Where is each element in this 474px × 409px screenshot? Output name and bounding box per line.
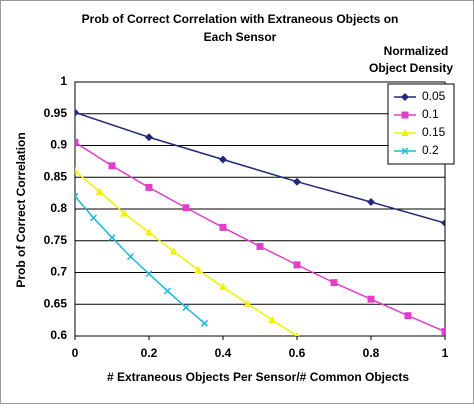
marker <box>169 247 178 255</box>
marker <box>367 295 375 303</box>
chart-title: Each Sensor <box>204 30 277 44</box>
legend-entry: 0.2 <box>394 143 439 157</box>
legend-label: 0.1 <box>422 107 439 121</box>
legend-title: Normalized <box>384 44 449 58</box>
marker <box>441 328 445 336</box>
marker <box>219 283 227 291</box>
marker <box>75 192 79 200</box>
legend-label: 0.15 <box>422 125 446 139</box>
series <box>75 138 445 336</box>
marker <box>219 155 227 164</box>
legend-marker <box>401 111 409 119</box>
marker <box>120 209 129 217</box>
line <box>75 111 445 224</box>
y-tick-label: 0.9 <box>50 138 67 152</box>
legend-entry: 0.1 <box>394 107 439 121</box>
marker <box>330 279 338 287</box>
marker <box>75 108 79 117</box>
series <box>75 192 209 327</box>
marker <box>163 287 172 295</box>
marker <box>145 133 153 142</box>
y-tick-label: 0.7 <box>50 265 67 279</box>
x-tick-label: 0.4 <box>215 346 232 360</box>
y-tick-label: 0.8 <box>50 201 67 215</box>
marker <box>294 332 300 336</box>
legend-entry: 0.05 <box>394 89 446 103</box>
marker <box>194 265 203 273</box>
marker <box>293 177 301 186</box>
x-tick-label: 0 <box>72 346 79 360</box>
marker <box>75 166 79 174</box>
marker <box>200 319 209 327</box>
x-tick-label: 0.2 <box>141 346 158 360</box>
marker <box>126 253 135 261</box>
marker <box>367 198 375 207</box>
legend-label: 0.05 <box>422 89 446 103</box>
legend-title: Object Density <box>369 61 453 75</box>
y-tick-label: 1 <box>60 74 67 88</box>
marker <box>268 316 277 324</box>
x-tick-label: 0.8 <box>363 346 380 360</box>
marker <box>182 303 190 311</box>
marker <box>95 187 104 195</box>
marker <box>145 228 153 236</box>
series <box>75 166 300 336</box>
marker <box>293 261 301 269</box>
legend-marker <box>401 93 409 101</box>
marker <box>75 138 79 146</box>
marker <box>441 218 445 227</box>
legend-marker <box>401 147 409 155</box>
legend-entry: 0.15 <box>394 125 446 139</box>
marker <box>243 299 252 307</box>
series <box>75 108 445 227</box>
y-tick-label: 0.95 <box>44 106 68 120</box>
marker <box>108 162 116 170</box>
marker <box>89 214 98 222</box>
y-tick-label: 0.75 <box>44 233 68 247</box>
y-tick-label: 0.85 <box>44 169 68 183</box>
x-tick-label: 0.6 <box>289 346 306 360</box>
y-axis-label: Prob of Correct Correlation <box>14 132 28 287</box>
x-axis-label: # Extraneous Objects Per Sensor/# Common… <box>107 370 409 384</box>
legend-label: 0.2 <box>422 143 439 157</box>
y-tick-label: 0.65 <box>44 296 68 310</box>
y-tick-label: 0.6 <box>50 328 67 342</box>
marker <box>108 234 116 242</box>
marker <box>182 204 190 212</box>
marker <box>145 183 153 191</box>
marker <box>219 223 227 231</box>
legend-marker <box>401 129 409 136</box>
line <box>75 170 298 336</box>
marker <box>256 242 264 250</box>
marker <box>404 312 412 320</box>
x-tick-label: 1 <box>442 346 449 360</box>
chart-title: Prob of Correct Correlation with Extrane… <box>82 12 399 26</box>
marker <box>145 270 153 278</box>
